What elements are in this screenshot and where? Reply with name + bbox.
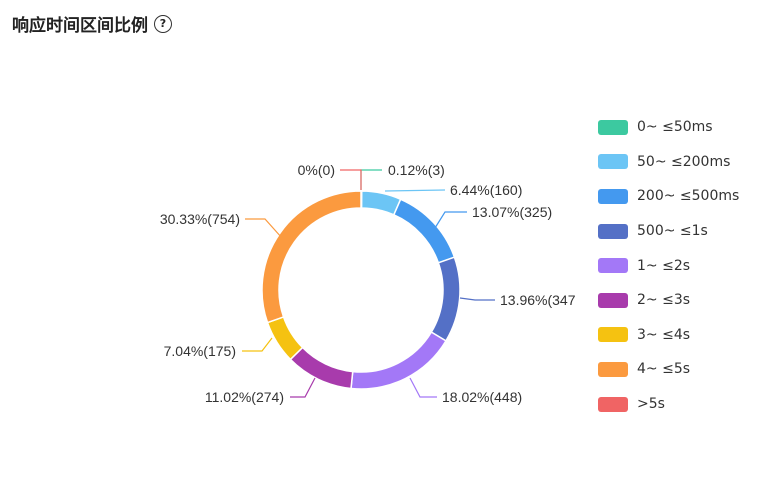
leader-line-4 xyxy=(409,377,437,398)
slice-6[interactable] xyxy=(266,315,304,361)
legend-item[interactable]: 4~ ≤5s xyxy=(598,352,739,387)
leader-line-0 xyxy=(360,169,382,190)
legend-label: 500~ ≤1s xyxy=(637,223,708,240)
title-text: 响应时间区间比例 xyxy=(12,16,148,36)
legend-item[interactable]: 1~ ≤2s xyxy=(598,248,739,283)
slice-3[interactable] xyxy=(430,256,461,342)
legend-label: 1~ ≤2s xyxy=(637,257,691,274)
legend-swatch xyxy=(598,154,628,170)
leader-line-5 xyxy=(290,377,316,398)
legend-label: 0~ ≤50ms xyxy=(637,119,713,136)
legend-item[interactable]: 0~ ≤50ms xyxy=(598,110,739,145)
data-label-7: 30.33%(754) xyxy=(160,211,240,227)
leader-line-1 xyxy=(384,189,446,192)
legend-swatch xyxy=(598,396,628,412)
slice-7[interactable] xyxy=(261,190,362,324)
data-label-1: 6.44%(160) xyxy=(450,182,522,198)
leader-line-6 xyxy=(242,337,273,352)
legend-swatch xyxy=(598,119,628,135)
legend-label: 50~ ≤200ms xyxy=(637,153,731,170)
leader-line-8 xyxy=(340,169,362,190)
legend-item[interactable]: >5s xyxy=(598,387,739,422)
legend-swatch xyxy=(598,258,628,274)
data-label-0: 0.12%(3) xyxy=(388,162,445,178)
legend-label: 4~ ≤5s xyxy=(637,361,691,378)
data-label-3: 13.96%(347 xyxy=(500,292,576,308)
legend-item[interactable]: 500~ ≤1s xyxy=(598,214,739,249)
data-label-6: 7.04%(175) xyxy=(164,343,236,359)
leader-line-3 xyxy=(459,297,495,301)
slice-5[interactable] xyxy=(289,346,354,390)
question-circle-icon[interactable]: ? xyxy=(154,14,172,33)
legend-item[interactable]: 200~ ≤500ms xyxy=(598,179,739,214)
legend-label: 2~ ≤3s xyxy=(637,292,691,309)
legend-label: 200~ ≤500ms xyxy=(637,188,740,205)
legend: 0~ ≤50ms 50~ ≤200ms 200~ ≤500ms 500~ ≤1s 1~ … xyxy=(598,110,739,421)
data-label-5: 11.02%(274) xyxy=(205,389,284,405)
page-title: 响应时间区间比例? xyxy=(12,11,172,36)
legend-item[interactable]: 3~ ≤4s xyxy=(598,318,739,353)
legend-label: >5s xyxy=(637,396,665,413)
legend-swatch xyxy=(598,188,628,204)
leader-line-7 xyxy=(245,218,283,239)
legend-swatch xyxy=(598,292,628,308)
data-label-4: 18.02%(448) xyxy=(442,389,522,405)
legend-swatch xyxy=(598,223,628,239)
data-label-2: 13.07%(325) xyxy=(472,204,552,220)
legend-item[interactable]: 2~ ≤3s xyxy=(598,283,739,318)
legend-swatch xyxy=(598,361,628,377)
leader-line-2 xyxy=(434,211,467,229)
legend-swatch xyxy=(598,327,628,343)
legend-label: 3~ ≤4s xyxy=(637,326,691,343)
slice-4[interactable] xyxy=(350,331,447,390)
legend-item[interactable]: 50~ ≤200ms xyxy=(598,145,739,180)
data-label-8: 0%(0) xyxy=(298,162,335,178)
slice-2[interactable] xyxy=(392,198,456,264)
